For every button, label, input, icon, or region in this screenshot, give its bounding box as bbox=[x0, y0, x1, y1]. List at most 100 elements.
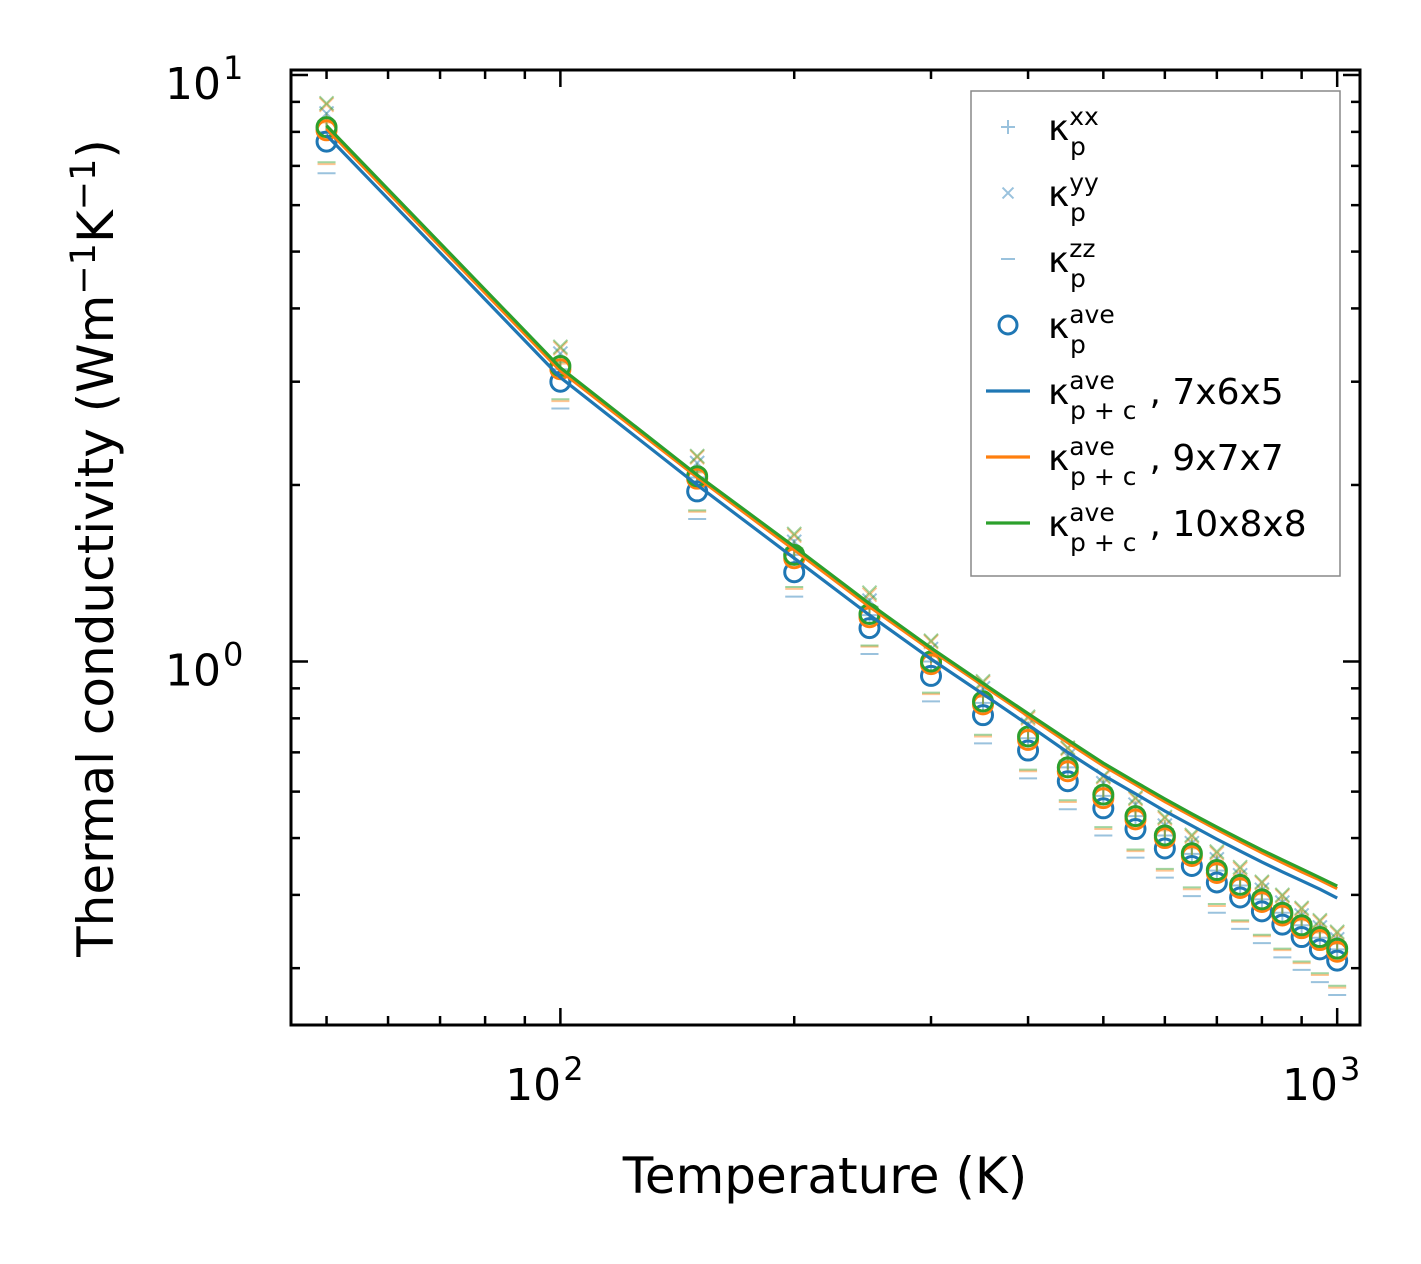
legend-label-sub-1: p bbox=[1070, 198, 1086, 227]
series-line-2 bbox=[325, 127, 1338, 891]
x-tick-label-exp-100: 2 bbox=[563, 1050, 583, 1088]
circle-marker-ave-curve1-T350 bbox=[972, 704, 995, 727]
x-marker-yy-curve2-T850 bbox=[1274, 888, 1291, 904]
circle-marker-ave-curve1-T1000 bbox=[1326, 949, 1349, 972]
plus-marker-xx-curve1-T350 bbox=[974, 693, 993, 712]
legend-label-kappa-3: κ bbox=[1048, 306, 1069, 347]
circle-marker-ave-curve1-T200 bbox=[783, 561, 806, 584]
x-tick-label-100: 102 bbox=[505, 1050, 583, 1111]
y-tick-label-base-1: 10 bbox=[165, 646, 221, 697]
x-marker-yy-curve2-T650 bbox=[1184, 828, 1200, 845]
legend-label-3: κave p bbox=[1048, 300, 1115, 359]
x-marker-yy-curve2-T100 bbox=[552, 340, 569, 357]
circle-marker-ave-curve1-T550 bbox=[1124, 818, 1147, 841]
x-marker-yy-curve3-T150 bbox=[689, 448, 705, 464]
circle-marker-ave-curve1-T400 bbox=[1017, 739, 1040, 762]
circle-marker-ave-curve1-T450 bbox=[1056, 770, 1079, 793]
x-tick-label-1000: 103 bbox=[1282, 1050, 1360, 1111]
x-marker-yy-curve2-T750 bbox=[1232, 861, 1248, 877]
legend-label-sub-4: p + c bbox=[1070, 396, 1136, 425]
x-marker-yy-curve2-T550 bbox=[1127, 791, 1144, 807]
legend-label-kappa-2: κ bbox=[1048, 240, 1069, 281]
circle-marker-ave-curve1-T500 bbox=[1092, 797, 1115, 820]
legend-label-0: κxx p bbox=[1048, 102, 1099, 161]
x-marker-yy-curve3-T200 bbox=[786, 526, 802, 542]
legend-label-sub-3: p bbox=[1070, 330, 1086, 359]
legend-label-suffix-6: , 10x8x8 bbox=[1150, 504, 1307, 545]
legend-symbol-xx bbox=[1001, 120, 1015, 134]
x-marker-yy-curve3-T650 bbox=[1184, 827, 1200, 843]
x-marker-yy-curve2-T1000 bbox=[1329, 925, 1345, 942]
x-tick-label-base-1000: 10 bbox=[1282, 1060, 1338, 1111]
circle-marker-ave-curve3-T450 bbox=[1056, 756, 1079, 779]
legend-label-sub-5: p + c bbox=[1070, 462, 1136, 491]
circle-marker-ave-curve3-T650 bbox=[1180, 842, 1203, 865]
x-marker-yy-curve2-T200 bbox=[786, 527, 802, 544]
legend-label-suffix-4: , 7x6x5 bbox=[1150, 372, 1284, 413]
legend-label-sub-2: p bbox=[1070, 264, 1086, 293]
circle-marker-ave-curve3-T900 bbox=[1290, 914, 1313, 937]
legend-label-kappa-6: κ bbox=[1048, 504, 1069, 545]
circle-marker-ave-curve1-T50 bbox=[315, 130, 338, 153]
legend-label-kappa-5: κ bbox=[1048, 438, 1069, 479]
x-marker-yy-curve3-T100 bbox=[552, 339, 569, 355]
circle-marker-ave-curve3-T500 bbox=[1092, 783, 1115, 806]
x-marker-yy-curve3-T1000 bbox=[1329, 924, 1345, 940]
x-marker-yy-curve3-T750 bbox=[1232, 859, 1248, 875]
circle-marker-ave-curve3-T950 bbox=[1308, 926, 1331, 949]
circle-marker-ave-curve1-T800 bbox=[1250, 900, 1273, 923]
circle-marker-ave-curve3-T400 bbox=[1017, 725, 1040, 748]
legend-label-sub-6: p + c bbox=[1070, 528, 1136, 557]
legend-label-6: κave p + c , 10x8x8 bbox=[1048, 498, 1307, 557]
legend-label-sup-3: ave bbox=[1069, 300, 1115, 329]
series-line-3 bbox=[325, 124, 1338, 888]
plus-marker-xx-curve1-T400 bbox=[1019, 729, 1038, 748]
x-tick-label-exp-1000: 3 bbox=[1340, 1050, 1360, 1088]
legend-symbol-ave bbox=[997, 314, 1019, 336]
x-tick-label-base-100: 10 bbox=[505, 1060, 561, 1111]
x-axis-label: Temperature (K) bbox=[622, 1147, 1027, 1205]
legend-label-5: κave p + c , 9x7x7 bbox=[1048, 432, 1284, 491]
x-marker-yy-curve3-T50 bbox=[318, 95, 335, 112]
y-tick-label-exp-10: 1 bbox=[223, 49, 243, 87]
plot-marks bbox=[315, 95, 1349, 997]
series-line-1 bbox=[325, 133, 1338, 900]
x-marker-yy-curve3-T850 bbox=[1274, 887, 1291, 903]
legend-label-suffix-5: , 9x7x7 bbox=[1150, 438, 1284, 479]
x-marker-yy-curve2-T800 bbox=[1254, 875, 1270, 891]
circle-marker-ave-curve1-T300 bbox=[920, 664, 943, 687]
legend-label-kappa-1: κ bbox=[1048, 174, 1069, 215]
circle-marker-ave-curve3-T850 bbox=[1271, 901, 1294, 924]
y-tick-label-base-10: 10 bbox=[165, 59, 221, 110]
legend-label-2: κzz p bbox=[1048, 234, 1095, 293]
circle-marker-ave-curve1-T700 bbox=[1205, 871, 1228, 894]
legend-label-sup-0: xx bbox=[1069, 102, 1099, 131]
y-axis-label: Thermal conductivity (Wm−1K−1) bbox=[64, 139, 125, 958]
y-tick-label-exp-1: 0 bbox=[223, 636, 243, 674]
x-marker-yy-curve2-T900 bbox=[1293, 901, 1310, 918]
x-marker-yy-curve2-T50 bbox=[318, 96, 335, 113]
circle-marker-ave-curve3-T550 bbox=[1124, 805, 1147, 828]
legend-label-1: κyy p bbox=[1048, 168, 1099, 227]
circle-marker-ave-curve3-T1000 bbox=[1326, 937, 1349, 960]
x-marker-yy-curve3-T550 bbox=[1127, 789, 1144, 806]
y-tick-label-10: 101 bbox=[165, 49, 243, 110]
x-marker-yy-curve3-T800 bbox=[1254, 874, 1270, 890]
legend-label-kappa-0: κ bbox=[1048, 108, 1069, 149]
legend-label-4: κave p + c , 7x6x5 bbox=[1048, 366, 1284, 425]
x-marker-yy-curve3-T950 bbox=[1312, 912, 1328, 929]
x-marker-yy-curve3-T700 bbox=[1209, 843, 1225, 860]
x-marker-yy-curve2-T950 bbox=[1312, 914, 1328, 930]
legend-box bbox=[970, 90, 1341, 577]
legend-symbol-yy bbox=[1001, 186, 1015, 200]
legend-label-sup-2: zz bbox=[1069, 234, 1095, 263]
circle-marker-ave-curve1-T250 bbox=[858, 617, 881, 640]
legend-label-sub-0: p bbox=[1070, 132, 1086, 161]
circle-marker-ave-curve3-T800 bbox=[1250, 888, 1273, 911]
x-marker-yy-curve3-T900 bbox=[1293, 900, 1310, 916]
x-marker-yy-curve2-T150 bbox=[689, 449, 705, 465]
circle-marker-ave-curve1-T600 bbox=[1153, 837, 1176, 860]
